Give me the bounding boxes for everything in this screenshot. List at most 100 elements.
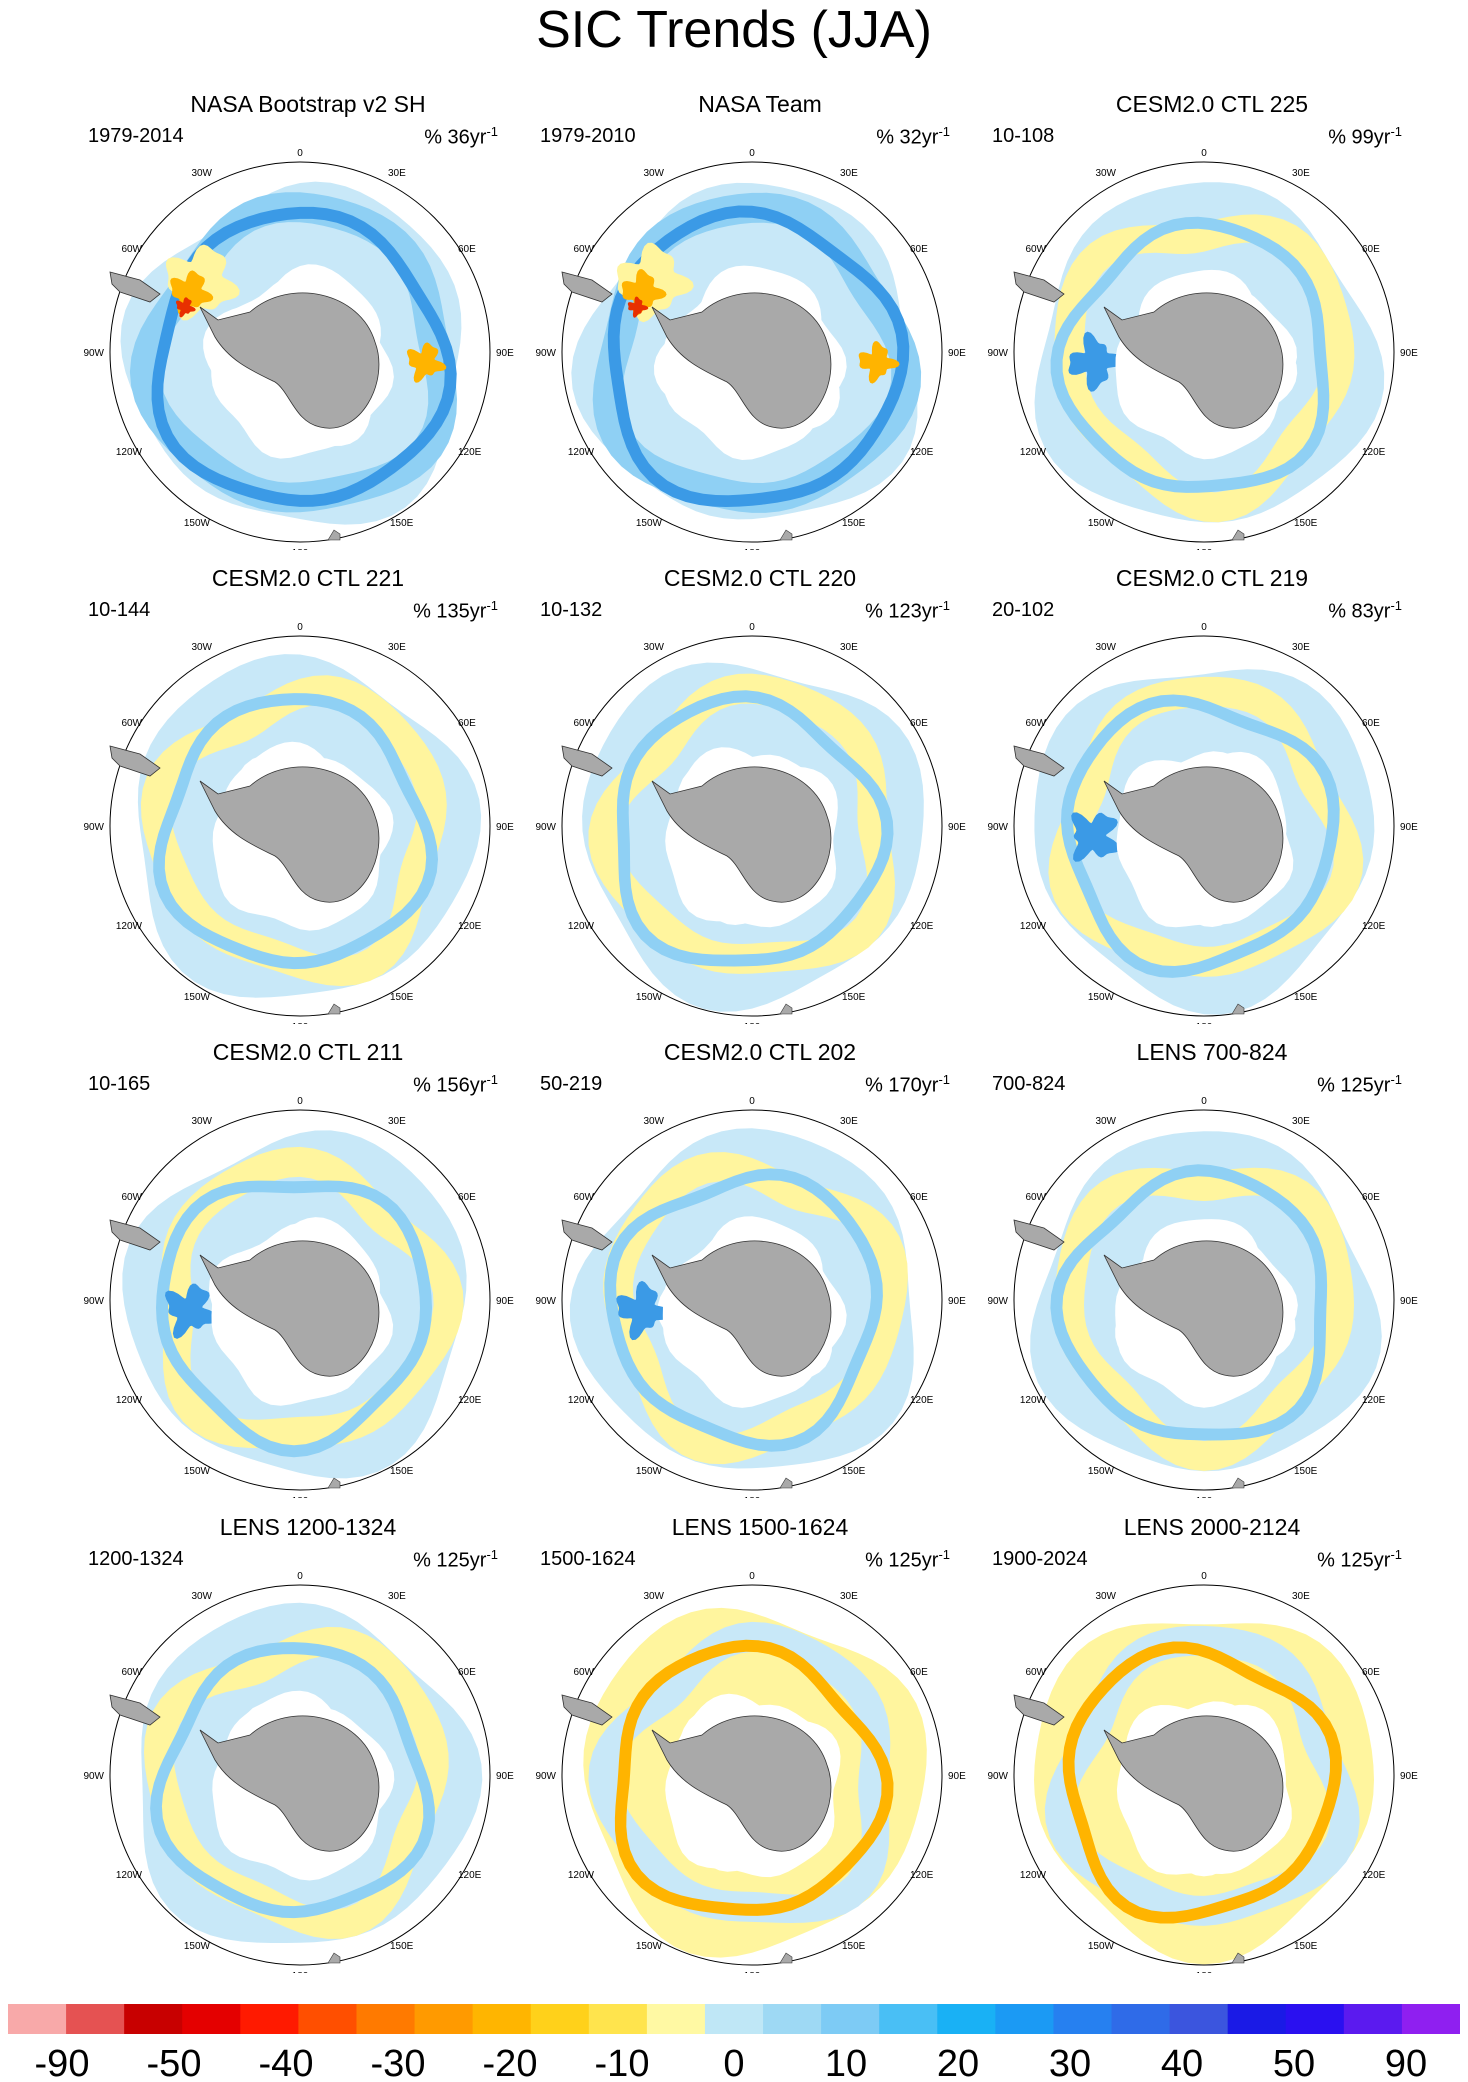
longitude-label: 30W <box>643 1116 664 1127</box>
longitude-label: 30W <box>643 642 664 653</box>
longitude-label: 180 <box>744 548 761 550</box>
new-zealand-tip <box>1231 1477 1245 1489</box>
period-label: 20-102 <box>992 599 1055 621</box>
longitude-label: 0 <box>1201 1571 1207 1582</box>
longitude-label: 150W <box>184 1941 211 1952</box>
new-zealand-tip <box>327 1477 341 1489</box>
longitude-label: 180 <box>1196 548 1213 550</box>
polar-map: 0 30E 60E 90E 120E 150E 180 150W 120W 90W 60W 30W <box>535 622 966 1024</box>
map-panel: CESM2.0 CTL 220 10-132 % 123yr-1 0 30E 60E 90E… <box>530 564 990 1034</box>
map-panel: CESM2.0 CTL 211 10-165 % 156yr-1 0 30E 60E 90E… <box>78 1038 538 1508</box>
longitude-label: 150W <box>636 1941 663 1952</box>
ice-trend-band <box>588 673 895 974</box>
longitude-label: 30E <box>1292 1591 1310 1602</box>
longitude-label: 30W <box>643 168 664 179</box>
longitude-label: 60W <box>573 1192 594 1203</box>
polar-map: 0 30E 60E 90E 120E 150E 180 150W 120W 90W 60W 30W <box>83 148 514 550</box>
colorbar-tick-label: 0 <box>723 2043 744 2082</box>
longitude-label: 30E <box>388 1116 406 1127</box>
longitude-label: 120W <box>116 1395 143 1406</box>
polar-map: 0 30E 60E 90E 120E 150E 180 150W 120W 90W 60W 30W <box>535 148 966 550</box>
longitude-label: 90E <box>948 1296 966 1307</box>
longitude-label: 120E <box>1362 921 1386 932</box>
map-panel: LENS 1200-1324 1200-1324 % 125yr-1 0 30E 60E 9… <box>78 1513 538 1983</box>
colorbar-tick-label: 90 <box>1385 2043 1427 2082</box>
longitude-label: 30E <box>388 168 406 179</box>
longitude-label: 150E <box>390 518 414 529</box>
longitude-label: 30E <box>388 1591 406 1602</box>
colorbar-swatch <box>1053 2004 1113 2034</box>
longitude-label: 30W <box>191 168 212 179</box>
longitude-label: 60W <box>121 1192 142 1203</box>
longitude-label: 30E <box>840 642 858 653</box>
colorbar-swatch <box>472 2004 532 2034</box>
map-panel: NASA Team 1979-2010 % 32yr-1 0 30E 60E 90E 120E… <box>530 90 990 560</box>
longitude-label: 180 <box>744 1971 761 1973</box>
longitude-label: 150E <box>1294 1466 1318 1477</box>
period-label: 10-144 <box>88 599 151 621</box>
longitude-label: 120E <box>1362 1395 1386 1406</box>
longitude-label: 30W <box>1095 642 1116 653</box>
longitude-label: 180 <box>1196 1022 1213 1024</box>
south-america-tip <box>561 1694 613 1726</box>
colorbar-tick-label: 30 <box>1049 2043 1091 2082</box>
map-panel: LENS 2000-2124 1900-2024 % 125yr-1 0 30E 60E 9… <box>982 1513 1442 1983</box>
map-panel: CESM2.0 CTL 202 50-219 % 170yr-1 0 30E 60E 90E… <box>530 1038 990 1508</box>
longitude-label: 120W <box>568 1870 595 1881</box>
new-zealand-tip <box>1231 1952 1245 1964</box>
longitude-label: 0 <box>749 1096 755 1107</box>
colorbar: -90 -50 -40 -30 -20 -10 0 10 20 30 40 50 90 <box>8 2004 1460 2082</box>
new-zealand-tip <box>327 1952 341 1964</box>
longitude-label: 120W <box>1020 447 1047 458</box>
longitude-label: 90E <box>948 348 966 359</box>
ice-trend-strong <box>621 269 667 316</box>
antarctica-landmass <box>651 1240 832 1377</box>
longitude-label: 0 <box>1201 1096 1207 1107</box>
colorbar-swatch <box>240 2004 299 2034</box>
colorbar-tick-label: -30 <box>371 2043 426 2082</box>
antarctica-landmass <box>1103 766 1284 903</box>
panel-title: CESM2.0 CTL 225 <box>1115 91 1309 117</box>
longitude-label: 150W <box>1088 1466 1115 1477</box>
longitude-label: 150E <box>390 1466 414 1477</box>
polar-map: 0 30E 60E 90E 120E 150E 180 150W 120W 90W 60W 30W <box>83 622 514 1024</box>
colorbar-swatch <box>704 2004 764 2034</box>
longitude-label: 90W <box>83 348 104 359</box>
colorbar-swatch <box>1169 2004 1229 2034</box>
ice-trend-negative <box>165 1283 220 1339</box>
longitude-label: 60E <box>1362 244 1380 255</box>
antarctica-landmass <box>1103 292 1284 429</box>
ice-trend-strong <box>858 341 900 384</box>
longitude-label: 90E <box>1400 1771 1418 1782</box>
colorbar-swatch <box>937 2004 996 2034</box>
longitude-label: 0 <box>749 148 755 159</box>
longitude-label: 120W <box>116 1870 143 1881</box>
panel-title: LENS 2000-2124 <box>1123 1514 1301 1540</box>
south-america-tip <box>1013 745 1065 777</box>
ice-trend-negative <box>1068 331 1126 392</box>
panel-title: CESM2.0 CTL 221 <box>211 565 405 591</box>
colorbar-tick-label: 40 <box>1161 2043 1203 2082</box>
period-label: 10-165 <box>88 1073 151 1095</box>
units-label: % 32yr-1 <box>876 124 950 149</box>
colorbar-swatch <box>298 2004 357 2034</box>
ice-trend-strong <box>406 342 447 383</box>
colorbar-swatch <box>8 2004 67 2034</box>
longitude-label: 0 <box>749 1571 755 1582</box>
colorbar-swatch <box>646 2004 706 2034</box>
colorbar-swatch <box>356 2004 416 2034</box>
south-america-tip <box>109 745 161 777</box>
units-label: % 123yr-1 <box>865 598 950 623</box>
longitude-label: 90W <box>535 1771 556 1782</box>
longitude-label: 120E <box>458 447 482 458</box>
polar-map: 0 30E 60E 90E 120E 150E 180 150W 120W 90W 60W 30W <box>535 1571 966 1973</box>
longitude-label: 120W <box>1020 921 1047 932</box>
longitude-label: 180 <box>292 1022 309 1024</box>
longitude-label: 30W <box>1095 1116 1116 1127</box>
colorbar-tick-label: 10 <box>825 2043 867 2082</box>
colorbar-swatch <box>588 2004 648 2034</box>
polar-map: 0 30E 60E 90E 120E 150E 180 150W 120W 90W 60W 30W <box>987 1571 1418 1973</box>
colorbar-swatch <box>182 2004 241 2034</box>
longitude-label: 0 <box>1201 622 1207 633</box>
colorbar-tick-label: -40 <box>259 2043 314 2082</box>
